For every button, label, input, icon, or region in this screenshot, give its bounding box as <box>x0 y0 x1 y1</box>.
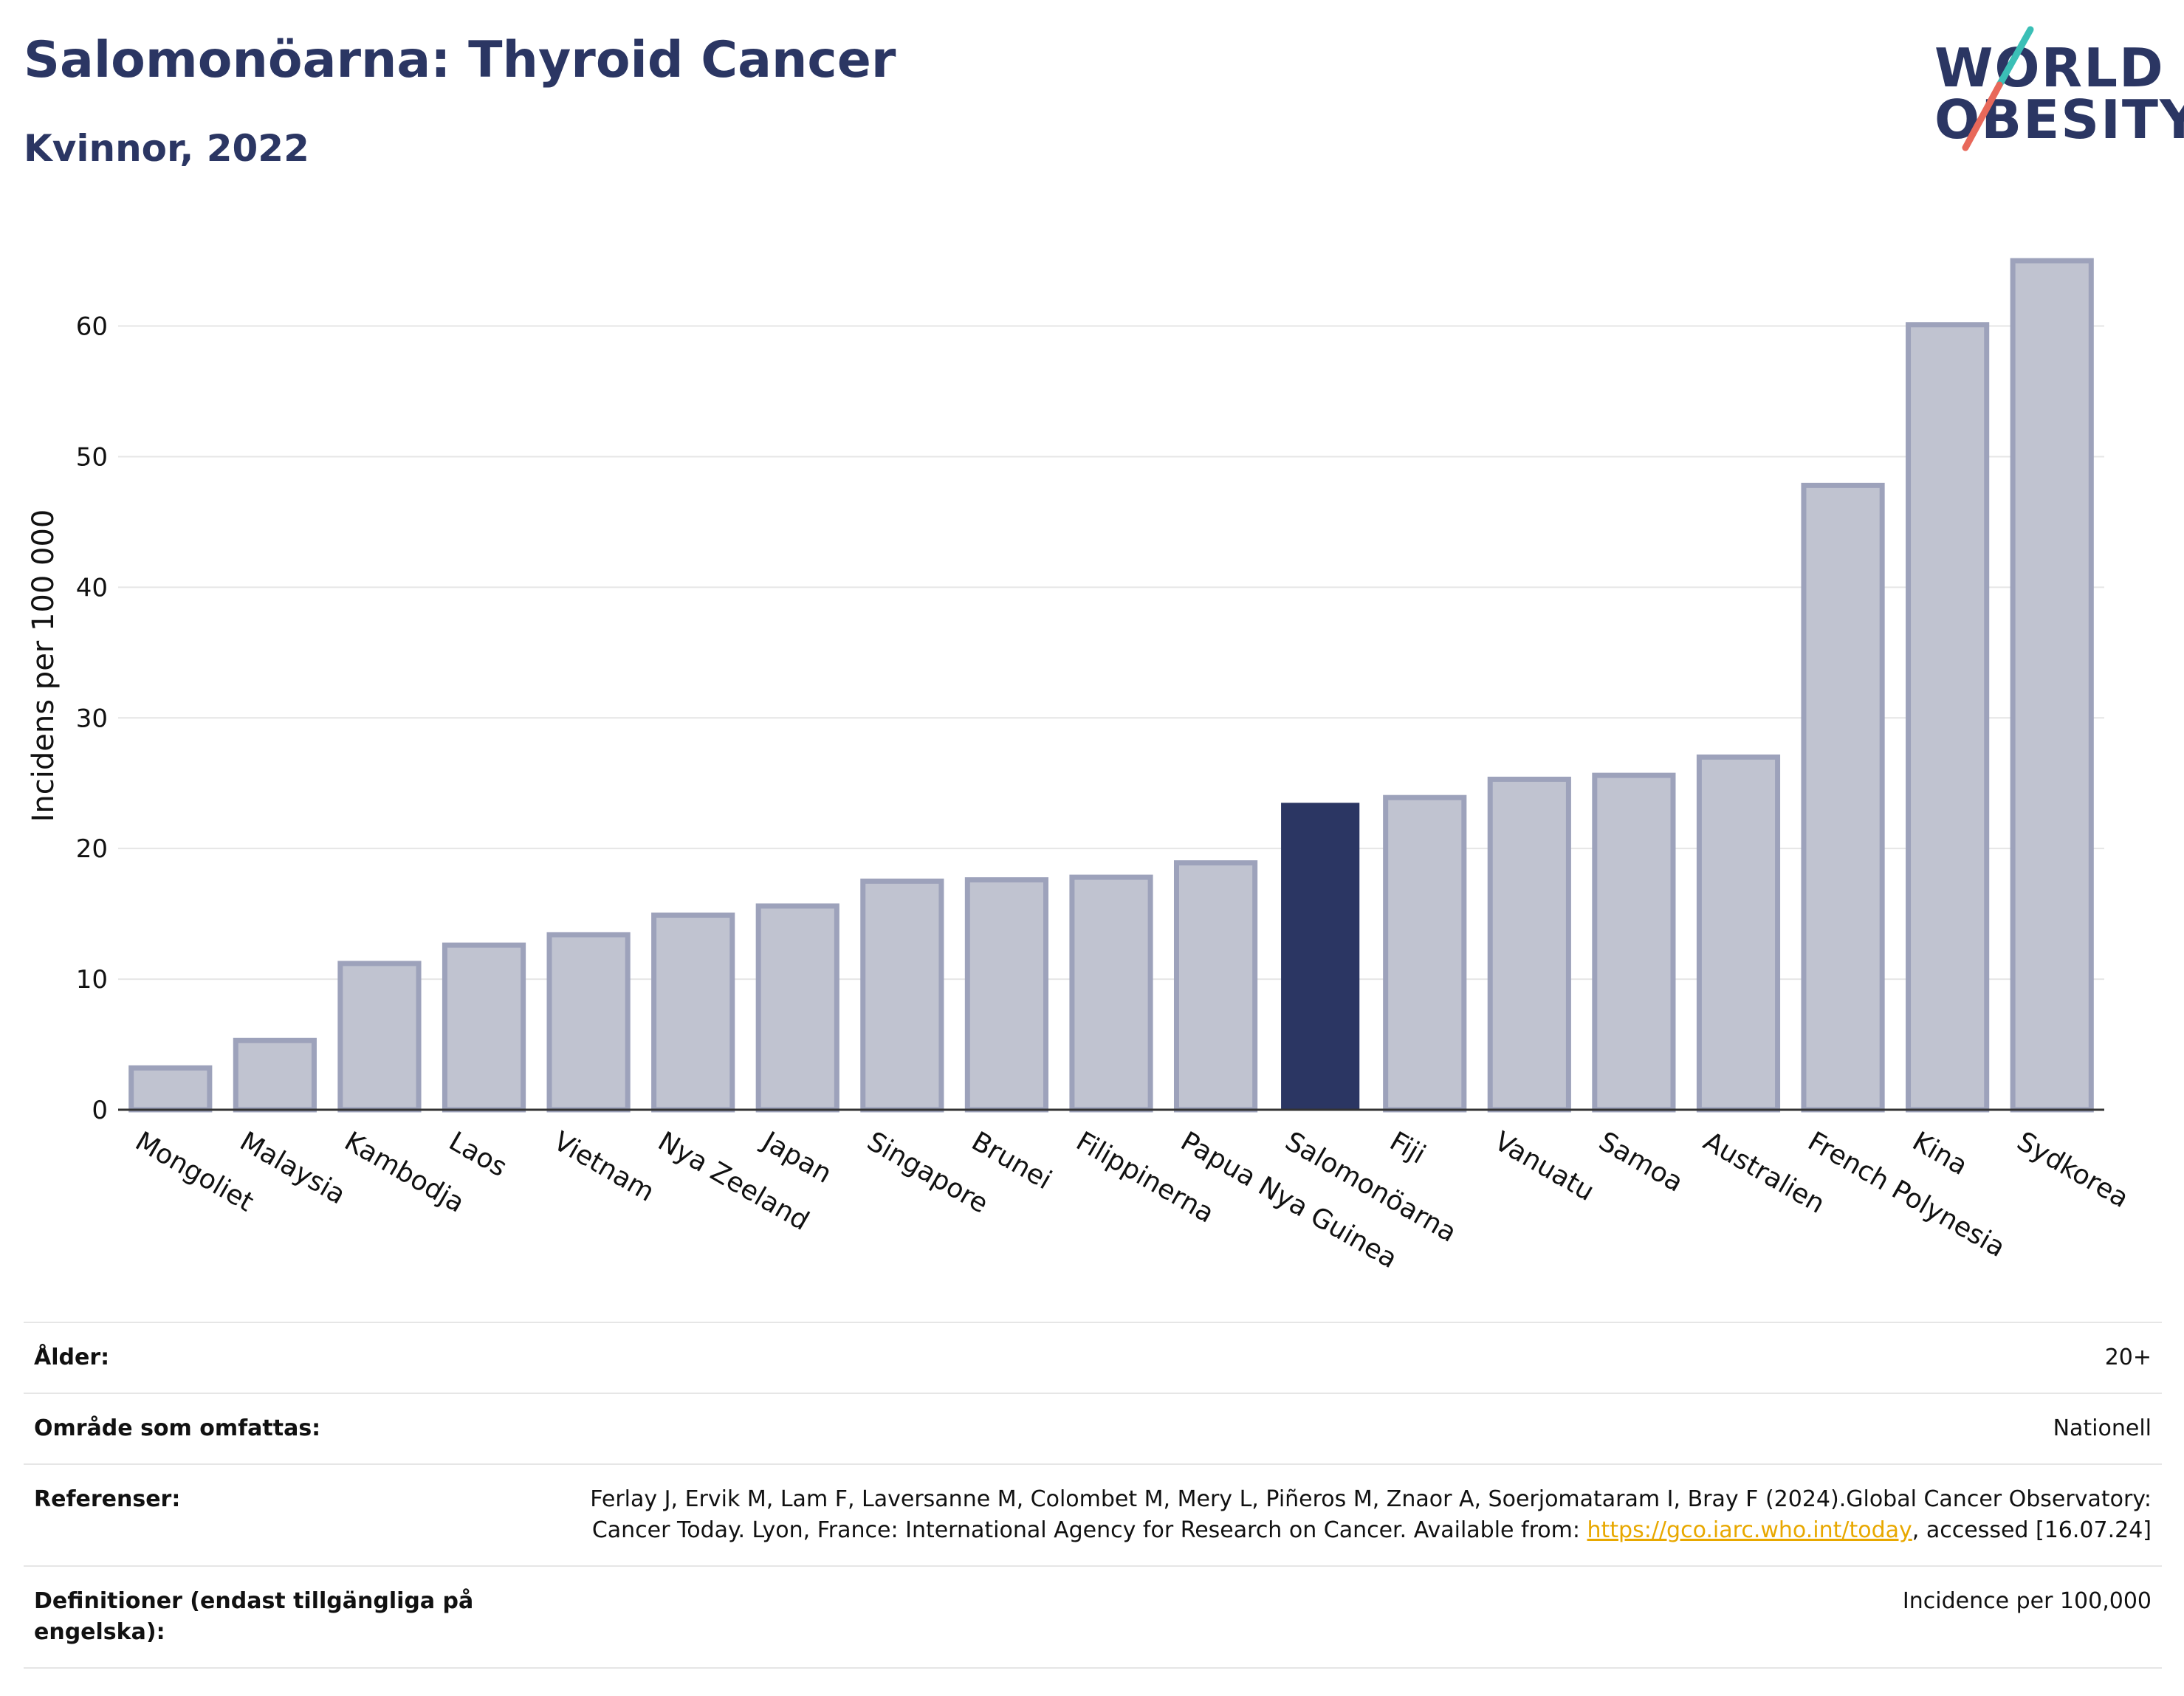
bar <box>964 877 1049 1113</box>
bar <box>2010 258 2094 1113</box>
y-tick-label: 0 <box>92 1096 108 1125</box>
y-tick-label: 20 <box>76 834 108 864</box>
references-text: Ferlay J, Ervik M, Lam F, Laversanne M, … <box>590 1486 2152 1543</box>
bar <box>1487 776 1571 1113</box>
definitions-label: Definitioner (endast tillgängliga på eng… <box>34 1588 474 1645</box>
logo-slash-icon <box>1962 26 2034 151</box>
x-category-label: Kambodja <box>339 1126 469 1218</box>
bar <box>337 961 422 1113</box>
x-category-label: Vietnam <box>549 1126 659 1208</box>
bar <box>755 903 839 1113</box>
bar <box>1281 803 1360 1110</box>
definitions-value: Incidence per 100,000 <box>1902 1588 2152 1614</box>
x-category-label: Fiji <box>1384 1126 1430 1170</box>
bar <box>1069 874 1153 1113</box>
y-tick-label: 10 <box>76 965 108 995</box>
area-label: Område som omfattas: <box>34 1415 321 1441</box>
meta-row-definitions: Definitioner (endast tillgängliga på eng… <box>24 1565 2162 1669</box>
bar <box>1173 860 1258 1113</box>
x-category-label: Mongoliet <box>130 1126 258 1218</box>
bar <box>128 1065 213 1113</box>
bars-layer <box>128 258 2094 1113</box>
x-category-label: Sydkorea <box>2012 1126 2134 1214</box>
bar <box>1696 754 1781 1113</box>
bar <box>442 942 526 1113</box>
bar <box>651 912 735 1113</box>
y-tick-label: 40 <box>76 573 108 602</box>
bar <box>546 932 631 1113</box>
world-obesity-logo: WORLD OBESITY <box>1920 22 2184 162</box>
bar <box>233 1037 317 1113</box>
meta-row-age: Ålder: 20+ <box>24 1322 2162 1393</box>
bar-chart: 0102030405060MongolietMalaysiaKambodjaLa… <box>27 258 2134 1274</box>
area-value: Nationell <box>2053 1415 2152 1441</box>
x-category-label: Vanuatu <box>1489 1126 1599 1207</box>
y-tick-label: 50 <box>76 442 108 472</box>
bar <box>860 878 944 1113</box>
logo-line-1: WORLD <box>1934 37 2165 99</box>
references-value: Ferlay J, Ervik M, Lam F, Laversanne M, … <box>564 1484 2152 1546</box>
bar <box>1383 794 1467 1113</box>
x-category-label: French Polynesia <box>1803 1126 2010 1263</box>
references-label: Referenser: <box>34 1486 181 1512</box>
x-category-label: Laos <box>444 1126 512 1183</box>
x-category-label: Samoa <box>1593 1126 1688 1198</box>
x-category-label: Japan <box>756 1125 837 1189</box>
age-value: 20+ <box>2104 1345 2152 1370</box>
metadata-table: Ålder: 20+ Område som omfattas: Nationel… <box>24 1322 2162 1669</box>
bar <box>1906 322 1990 1113</box>
y-tick-label: 60 <box>76 312 108 342</box>
chart-subtitle: Kvinnor, 2022 <box>24 127 309 170</box>
x-category-label: Kina <box>1907 1126 1972 1181</box>
y-axis-label: Incidens per 100 000 <box>27 509 61 823</box>
y-tick-label: 30 <box>76 704 108 733</box>
meta-row-references: Referenser: Ferlay J, Ervik M, Lam F, La… <box>24 1463 2162 1565</box>
references-accessed: , accessed [16.07.24] <box>1912 1517 2152 1543</box>
chart-title: Salomonöarna: Thyroid Cancer <box>24 31 896 89</box>
references-link[interactable]: https://gco.iarc.who.int/today <box>1587 1517 1912 1543</box>
bar <box>1592 772 1676 1113</box>
logo-line-2: OBESITY <box>1934 89 2184 151</box>
bar <box>1801 482 1885 1113</box>
meta-row-area: Område som omfattas: Nationell <box>24 1393 2162 1463</box>
age-label: Ålder: <box>34 1345 110 1370</box>
